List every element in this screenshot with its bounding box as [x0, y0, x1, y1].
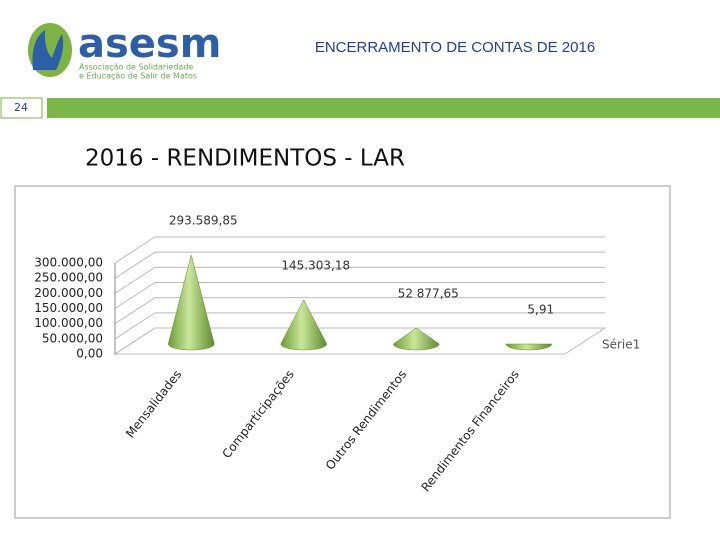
grid-line [114, 251, 605, 279]
header-bar [47, 98, 720, 118]
grid-line [114, 282, 605, 309]
grid-line [114, 266, 605, 294]
value-label: 5,91 [527, 302, 554, 316]
slide-number: 24 [14, 101, 28, 114]
legend-entry: Série1 [602, 338, 640, 352]
cone [167, 253, 215, 351]
logo-subtext: e Educação de Salir de Matos [79, 72, 197, 81]
header-title: ENCERRAMENTO DE CONTAS DE 2016 [315, 39, 595, 56]
grid-line [114, 236, 605, 264]
cone [505, 343, 553, 351]
grid-line [114, 327, 605, 355]
y-tick-label: 150.000,00 [34, 301, 103, 315]
y-tick-label: 300.000,00 [34, 256, 103, 270]
y-tick-label: 50.000,00 [42, 331, 103, 345]
y-tick-label: 250.000,00 [34, 271, 103, 285]
slide-number-box [0, 97, 43, 119]
value-label: 293.589,85 [169, 213, 238, 227]
value-label: 52 877,65 [398, 286, 459, 300]
y-tick-label: 0,00 [76, 347, 103, 361]
grid-line [114, 312, 605, 340]
value-label: 145.303,18 [281, 258, 350, 272]
logo-subtext: Associação de Solidariedade [79, 63, 193, 72]
logo-icon [28, 23, 72, 77]
cone [280, 299, 328, 351]
y-tick-label: 200.000,00 [34, 286, 103, 300]
logo-text: asesm [78, 21, 221, 67]
slide-title: 2016 - RENDIMENTOS - LAR [85, 146, 405, 172]
y-tick-label: 100.000,00 [34, 316, 103, 330]
grid-line [114, 297, 605, 325]
cone [392, 327, 440, 351]
